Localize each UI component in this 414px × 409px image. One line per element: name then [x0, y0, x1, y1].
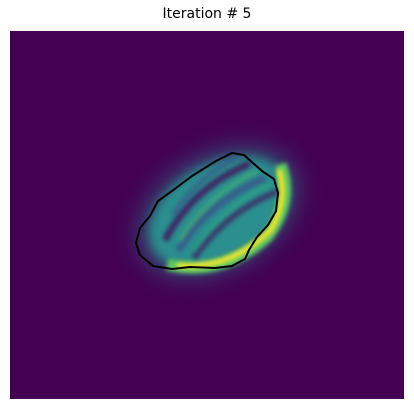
intensity-blob [138, 147, 298, 277]
blob-stripe-4 [170, 155, 237, 217]
plot-title: Iteration # 5 [162, 6, 252, 22]
blob-stripe-3 [191, 188, 279, 260]
blob-highlight-1 [178, 169, 258, 242]
segmentation-contour [135, 152, 279, 270]
image-panel [10, 31, 404, 399]
blob-stripe-2 [175, 174, 267, 253]
blob-stripe-1 [161, 160, 252, 242]
blob-rim-peak [177, 169, 285, 269]
blob-highlight-2 [193, 182, 272, 252]
